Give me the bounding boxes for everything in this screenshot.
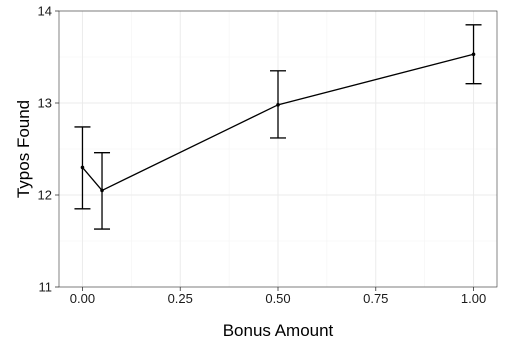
y-tick-label: 12 [38,188,52,203]
y-tick-label: 14 [38,4,52,19]
y-tick-label: 13 [38,96,52,111]
data-point [100,188,104,193]
x-axis-title: Bonus Amount [223,321,334,340]
data-point [471,52,476,57]
x-tick-label: 0.75 [363,291,388,306]
x-tick-label: 0.25 [168,291,193,306]
series-line [81,53,474,192]
data-point [276,103,280,107]
data-points [80,52,476,193]
x-axis: 0.00 0.25 0.50 0.75 1.00 [70,287,486,306]
y-axis-title: Typos Found [14,100,33,198]
data-point [80,165,85,170]
x-tick-label: 0.50 [265,291,290,306]
y-tick-label: 11 [39,280,53,295]
y-axis: 11 12 13 14 [38,4,59,295]
x-tick-label: 0.00 [70,291,95,306]
x-tick-label: 1.00 [461,291,486,306]
